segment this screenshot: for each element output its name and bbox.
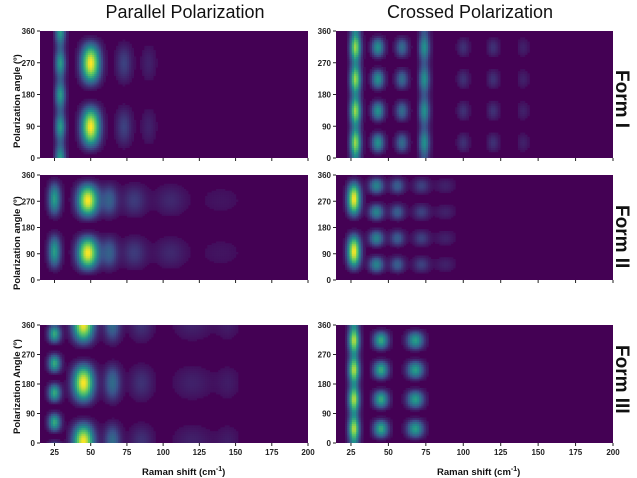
heatmap-cell: [522, 101, 525, 104]
y-tick-label: 180: [22, 91, 36, 100]
y-tick-label: 270: [22, 59, 36, 68]
heatmap-cell: [379, 33, 382, 36]
heatmap-cell: [127, 105, 130, 108]
heatmap-cell: [406, 67, 409, 70]
heatmap-cell: [495, 133, 498, 136]
heatmap-cell: [495, 69, 498, 72]
heatmap-cell: [123, 39, 126, 42]
heatmap-cell: [466, 101, 469, 104]
heatmap-cell: [406, 130, 409, 133]
heatmap-cell: [383, 130, 386, 133]
heatmap-cell: [94, 35, 97, 38]
heatmap-cell: [383, 99, 386, 102]
y-tick-label: 180: [318, 91, 332, 100]
heatmap-panel: 0 90 180 270 360: [318, 27, 613, 163]
heatmap-cell: [379, 97, 382, 100]
heatmap-cell: [383, 67, 386, 70]
heatmap-cell: [522, 133, 525, 136]
heatmap-cell: [127, 42, 130, 45]
heatmap-cell: [406, 35, 409, 38]
heatmap-cell: [229, 243, 232, 245]
heatmap-cell: [522, 69, 525, 72]
heatmap-cell: [522, 37, 525, 40]
heatmap-cell: [466, 69, 469, 72]
y-tick-label: 90: [322, 122, 331, 131]
heatmap-cell: [406, 99, 409, 102]
heatmap-cell: [151, 46, 154, 49]
heatmap-cell: [99, 37, 102, 40]
y-tick-label: 90: [26, 122, 35, 131]
heatmap-cell: [123, 103, 126, 106]
heatmap-cell: [361, 31, 364, 34]
heatmap-cell: [495, 37, 498, 40]
y-tick-label: 0: [327, 154, 332, 163]
heatmap-cell: [379, 128, 382, 131]
y-tick-label: 360: [22, 27, 36, 36]
heatmap-panel: 0 90 180 270 360: [22, 27, 308, 163]
y-tick-label: 270: [318, 59, 332, 68]
y-tick-label: 360: [318, 27, 332, 36]
heatmap-cell: [99, 101, 102, 104]
heatmap-cell: [466, 37, 469, 40]
heatmap-cell: [66, 31, 69, 34]
heatmap-cell: [466, 133, 469, 136]
y-tick-label: 0: [31, 154, 36, 163]
heatmap-cell: [430, 31, 433, 34]
heatmap-cell: [223, 242, 226, 244]
heatmap-cell: [94, 99, 97, 102]
heatmap-cell: [151, 109, 154, 112]
heatmap-cell: [379, 65, 382, 68]
heatmap-cell: [383, 35, 386, 38]
heatmap-cell: [495, 101, 498, 104]
